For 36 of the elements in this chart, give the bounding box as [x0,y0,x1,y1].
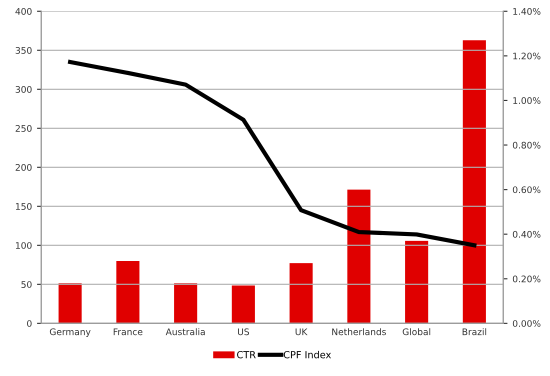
y-tick-label: 400 [15,8,32,15]
x-tick-label: France [114,328,142,336]
y2-tick-label: 1.40% [513,8,540,15]
y-tick-label: 200 [16,164,32,171]
x-tick-label: Brazil [462,328,486,336]
y-tick-label: 0 [27,320,32,327]
y2-tick-label: 0.20% [512,276,540,282]
x-tick-label: Australia [166,328,205,336]
bar [405,240,428,324]
y2-tick-label: 0.40% [512,230,540,238]
bar [232,285,255,324]
y2-tick-label: 1.20% [513,52,540,60]
bar [347,190,370,324]
y-tick-label: 300 [16,86,32,93]
y-tick-label: 150 [16,203,32,210]
bar [58,283,82,324]
bar [462,40,486,324]
line-series [68,60,476,248]
legend-label: CPF Index [284,350,331,358]
y2-tick-label: 0.80% [512,142,540,149]
legend-label: CTR [237,351,256,358]
x-tick-label: UK [296,328,308,336]
y2-tick-label: 0.00% [512,320,540,327]
y-tick-label: 50 [21,281,32,288]
y2-tick-label: 1.00% [513,97,540,104]
y2-tick-label: 0.60% [512,186,540,194]
x-tick-label: Germany [50,328,91,337]
y-tick-label: 100 [16,242,32,249]
y-tick-label: 350 [16,47,32,54]
y-tick-label: 250 [16,125,32,132]
bar [116,260,140,324]
bar [174,283,198,324]
x-tick-label: Global [402,328,430,336]
x-tick-label: Netherlands [332,328,386,336]
bar [290,263,313,324]
x-tick-label: US [238,328,250,336]
